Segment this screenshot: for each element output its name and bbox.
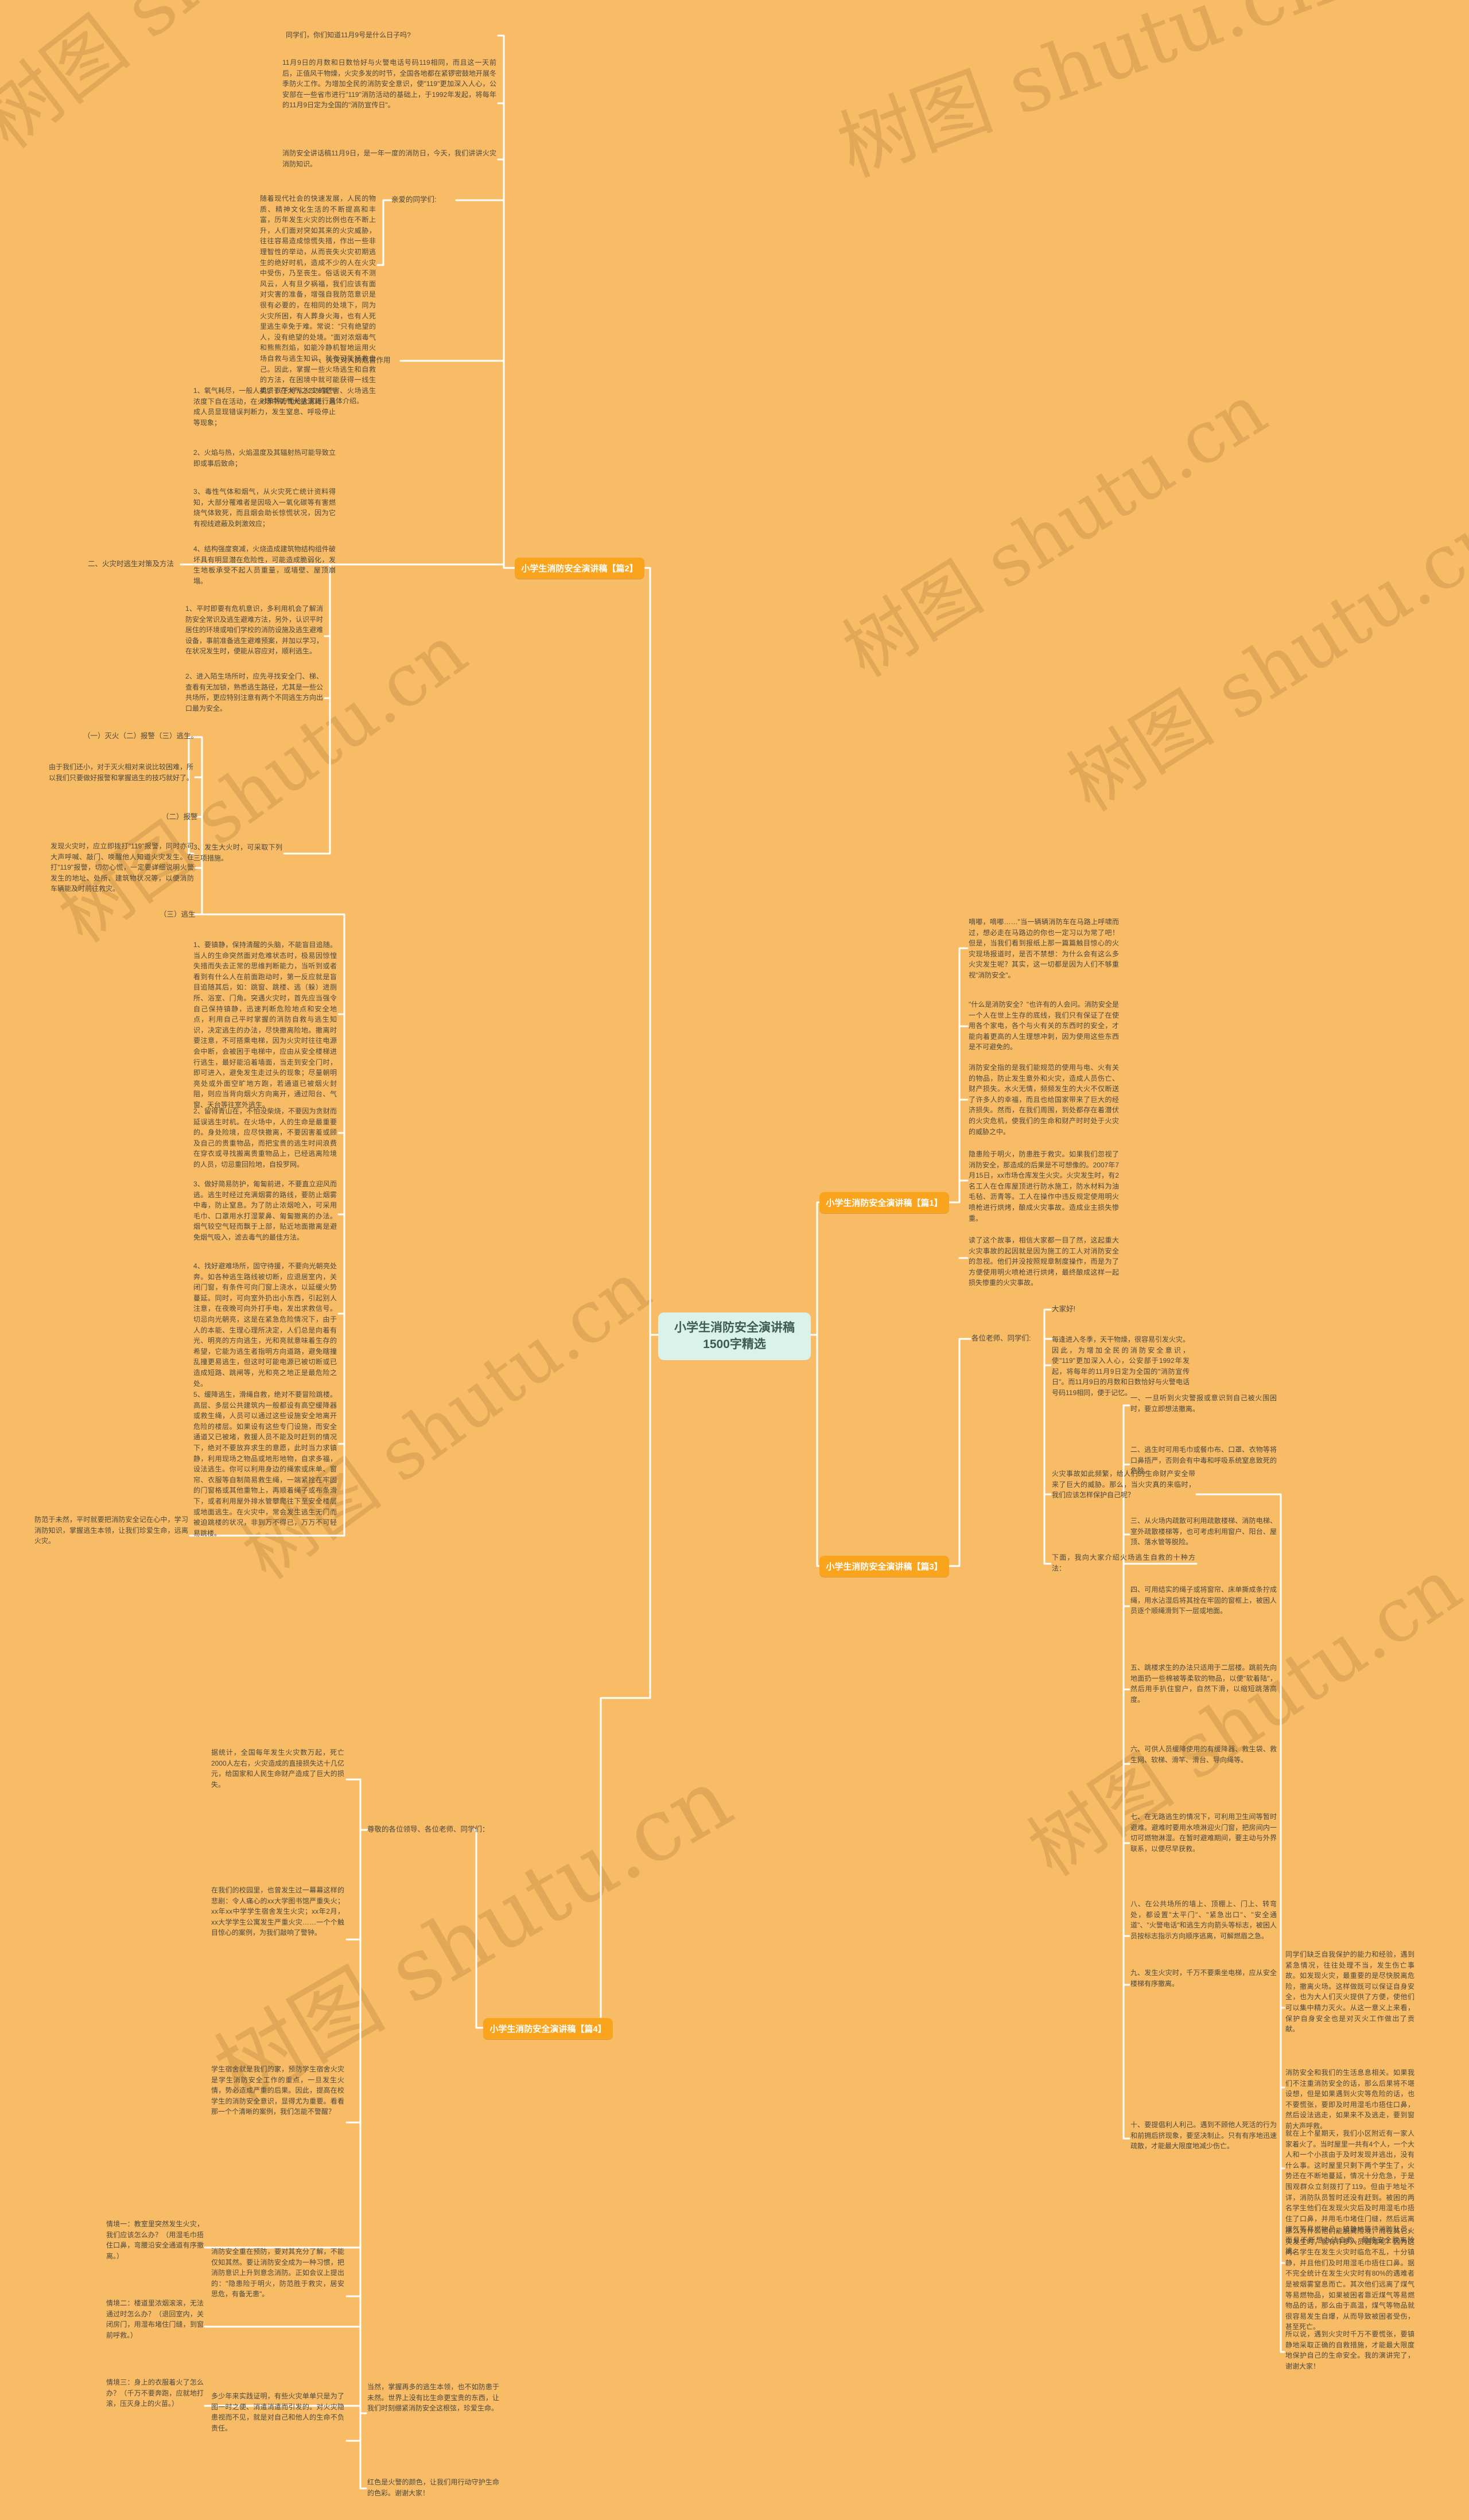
connector-line [345, 1778, 368, 1831]
connector-line [600, 1334, 651, 2018]
branch-topic-1[interactable]: 小学生消防安全演讲稿【篇1】 [819, 1192, 949, 1213]
p3-tip-4[interactable]: 四、可用结实的绳子或将窗帘、床单撕成条拧成绳，用水沾湿后将其拴在牢固的窗框上，被… [1130, 1586, 1277, 1615]
p2-question[interactable]: 同学们，你们知道11月9号是什么日子吗? [286, 31, 411, 39]
p2-escape-2[interactable]: 2、留得青山在，不怕没柴烧，不要因为贪财而延误逃生时机。在火场中，人的生命是最重… [193, 1107, 337, 1169]
p4-campus[interactable]: 在我们的校园里，也曾发生过一幕幕这样的悲剧：令人痛心的xx大学图书馆严重失火；x… [211, 1886, 344, 1937]
connector-line [1280, 2007, 1285, 2353]
p2-young[interactable]: 由于我们还小，对于灭火相对来说比较困难，所以我们只要做好报警和掌握逃生的技巧就好… [49, 763, 194, 782]
p2-lecture[interactable]: 消防安全讲话稿11月9日，是一年一度的消防日，今天，我们讲讲火灾消防知识。 [282, 149, 496, 168]
branch-topic-2[interactable]: 小学生消防安全演讲稿【篇2】 [515, 558, 644, 579]
p1-para5[interactable]: 读了这个故事，相信大家都一目了然，这起重大火灾事故的起因就是因为施工的工人对消防… [969, 1236, 1119, 1287]
p3-bridge2[interactable]: 下面，我向大家介绍火场逃生自救的十种方法： [1052, 1553, 1195, 1572]
p1-para3[interactable]: 消防安全指的是我们能规范的使用与电、火有关的物品，防止发生意外和火灾，造成人员伤… [969, 1064, 1119, 1136]
p3-self-1[interactable]: 同学们缺乏自我保护的能力和经验，遇到紧急情况，往往处理不当，发生伤亡事故。如发现… [1285, 1950, 1414, 2034]
p3-tip-8[interactable]: 八、在公共场所的墙上、顶棚上、门上、转弯处，都设置"太平门"、"紧急出口"、"安… [1130, 1900, 1277, 1940]
connector-line [188, 736, 195, 855]
p3-tip-5[interactable]: 五、跳楼求生的办法只适用于二层楼。跳前先向地面扔一些棉被等柔软的物品，以便"软着… [1130, 1664, 1277, 1704]
p1-para1[interactable]: 嘀嘟，嘀嘟……"当一辆辆消防车在马路上呼啸而过，想必走在马路边的你也一定习以为常… [969, 918, 1119, 979]
p2-h2-item3[interactable]: 3、发生大火时，可采取下列三项措施。 [193, 843, 282, 862]
connector-line [1195, 1493, 1285, 2009]
connector-line [180, 563, 331, 855]
p4-scene-1[interactable]: 情境一：教室里突然发生火灾，我们应该怎么办？（用湿毛巾捂住口鼻，弯腰沿安全通道有… [106, 2220, 204, 2260]
p2-escape-4[interactable]: 4、找好避难场所，固守待援，不要向光朝亮处奔。如各种逃生路线被切断，应退居室内，… [193, 1262, 337, 1388]
connector-line [193, 913, 345, 1537]
p2-h2-item2[interactable]: 2、进入陌生场所时，应先寻找安全门、梯、查看有无加锁，熟悉逃生路径，尤其是一些公… [185, 672, 324, 712]
p2-h1[interactable]: 一、火灾对人的危害作用 [312, 356, 391, 364]
p2-h1-item4[interactable]: 4、结构强度衰减，火烧造成建筑物结构组件破坏具有明显潜在危险性，可能造成脆弱化，… [193, 545, 336, 585]
p2-three-measures[interactable]: （一）灭火（二）报警（三）逃生。 [83, 732, 199, 740]
p3-greeting[interactable]: 各位老师、同学们: [971, 1334, 1031, 1342]
p4-scene-2[interactable]: 情境二：楼道里浓烟滚滚，无法通过时怎么办？（退回室内，关闭房门，用湿布堵住门缝，… [106, 2299, 204, 2339]
central-topic[interactable]: 小学生消防安全演讲稿1500字精选 [658, 1312, 811, 1360]
connector-line [644, 567, 659, 1336]
p3-self-5[interactable]: 所以说，遇到火灾时千万不要慌张，要镇静地采取正确的自救措施，才能最大限度地保护自… [1285, 2330, 1414, 2370]
p2-h1-item2[interactable]: 2、火焰与热，火焰温度及其辐射热可能导致立即或事后致命； [193, 449, 336, 468]
p2-119-intro[interactable]: 11月9日的月数和日数恰好与火警电话号码119相同，而且这一天前后，正值风干物燥… [282, 59, 496, 110]
p3-bridge1[interactable]: 火灾事故如此频繁，给人们的生命财产安全带来了巨大的威胁。那么，当火灾真的来临时，… [1052, 1470, 1195, 1499]
p2-h1-item3[interactable]: 3、毒性气体和烟气，从火灾死亡统计资料得知，大部分罹难者是因吸入一氧化碳等有害燃… [193, 488, 336, 528]
p3-tip-6[interactable]: 六、可供人员缓降使用的有缓降器、救生袋、救生网、软梯、滑竿、滑台、导向绳等。 [1130, 1745, 1277, 1764]
p4-ending-1[interactable]: 当然，掌握再多的逃生本领，也不如防患于未然。世界上没有比生命更宝贵的东西，让我们… [367, 2383, 499, 2413]
p2-h1-item1[interactable]: 1、氧气耗尽，一般人类惯于在大气之21%氧气浓度下自在活动，在火场中氧气大量消耗… [193, 387, 336, 427]
p2-closing[interactable]: 防范于未然，平时就要把消防安全记在心中，学习消防知识，掌握逃生本领，让我们珍爱生… [34, 1516, 188, 1545]
p3-hello[interactable]: 大家好! [1052, 1305, 1075, 1313]
p2-h2[interactable]: 二、火灾时逃生对策及方法 [88, 560, 174, 568]
p2-escape-3[interactable]: 3、做好简易防护，匍匐前进，不要直立迎风而逃。逃生时经过充满烟雾的路线，要防止烟… [193, 1180, 337, 1241]
connector-line [376, 199, 392, 266]
p1-para2[interactable]: "什么是消防安全？"也许有的人会问。消防安全是一个人在世上生存的底线，我们只有保… [969, 1000, 1119, 1051]
connector-line [497, 34, 516, 569]
p2-escape-1[interactable]: 1、要镇静，保持清醒的头脑，不能盲目追随。当人的生命突然面对危难状态时，极易因惊… [193, 941, 337, 1109]
p1-para4[interactable]: 隐患险于明火，防患胜于救灾。如果我们忽视了消防安全，那造成的后果是不可想像的。2… [969, 1150, 1119, 1222]
p3-tip-1[interactable]: 一、一旦听到火灾警报或意识到自己被火围困时，要立即想法撤离。 [1130, 1394, 1277, 1413]
p4-ending-2[interactable]: 红色是火警的颜色，让我们用行动守护生命的色彩。谢谢大家！ [367, 2478, 499, 2497]
p3-tip-7[interactable]: 七、在无路逃生的情况下，可利用卫生间等暂时避难。避难时要用水喷淋迎火门窗，把房间… [1130, 1813, 1277, 1853]
p4-greeting[interactable]: 尊敬的各位领导、各位老师、同学们： [367, 1825, 489, 1833]
p2-h2-item1[interactable]: 1、平时即要有危机意识，多利用机会了解消防安全常识及逃生避难方法，另外，认识平时… [185, 605, 324, 656]
p2-opening[interactable]: 随着现代社会的快速发展，人民的物质、精神文化生活的不断提高和丰富，历年发生火灾的… [260, 194, 376, 406]
p3-self-3[interactable]: 就在上个星期天，我们小区附近有一家人家着火了。当时屋里一共有4个人，一个大人和一… [1285, 2129, 1414, 2255]
branch-topic-3[interactable]: 小学生消防安全演讲稿【篇3】 [819, 1556, 949, 1577]
p2-alarm-para[interactable]: 发现火灾时，应立即拨打"119"报警，同时亦可大声呼喊、敲门、唤醒他人知道火灾发… [50, 842, 194, 893]
p4-dorm[interactable]: 学生宿舍就是我们的家，预防学生宿舍火灾是学生消防安全工作的重点，一旦发生火情，势… [211, 2065, 344, 2116]
p4-lesson[interactable]: 多少年来实践证明，有些火灾单单只是为了图一时之便、消遣消遣而引发的。对火灾隐患视… [211, 2392, 344, 2432]
connector-line [1043, 1338, 1052, 1565]
connector-line [948, 1338, 971, 1567]
p2-greeting[interactable]: 亲爱的同学们: [391, 196, 437, 204]
connector-line [948, 947, 969, 1203]
p2-alarm-label[interactable]: （二）报警 [162, 813, 198, 821]
connector-line [810, 1201, 821, 1336]
p4-scene-3[interactable]: 情境三：身上的衣服着火了怎么办？（千万不要奔跑，应就地打滚，压灭身上的火苗。） [106, 2378, 204, 2408]
branch-topic-4[interactable]: 小学生消防安全演讲稿【篇4】 [483, 2018, 613, 2039]
connector-line [816, 1334, 821, 1567]
connector-line [191, 736, 203, 916]
connector-line [1043, 1308, 1054, 1340]
p3-winter[interactable]: 每逢进入冬季，天干物燥，很容易引发火灾。因此，为增加全民的消防安全意识，使"11… [1052, 1335, 1190, 1397]
p3-self-4[interactable]: 那么为什么他们能脱离险境，而在其它火灾发生时，就有许多人员遇难呢？因为这两名学生… [1285, 2227, 1414, 2331]
p3-tip-3[interactable]: 三、从火场内疏散可利用疏散楼梯、消防电梯、室外疏散楼梯等，也可考虑利用窗户、阳台… [1130, 1517, 1277, 1547]
p3-tip-10[interactable]: 十、要提倡利人利己。遇到不顾他人死活的行为和前拥后挤现象，要坚决制止。只有有序地… [1130, 2121, 1277, 2151]
p2-escape-label[interactable]: （三）逃生 [160, 910, 196, 918]
connector-line [1122, 1404, 1130, 2140]
p4-habit[interactable]: 消防安全重在预防，要对其充分了解，不能仅知其然。要让消防安全成为一种习惯，把消防… [211, 2248, 344, 2299]
p3-self-2[interactable]: 消防安全和我们的生活息息相关。如果我们不注重消防安全的话，那么后果将不堪设想，但… [1285, 2069, 1414, 2130]
connector-line [471, 1829, 484, 2029]
p3-tip-9[interactable]: 九、发生火灾时，千万不要乘坐电梯，应从安全楼梯有序撤离。 [1130, 1969, 1277, 1988]
p3-tip-2[interactable]: 二、逃生时可用毛巾或餐巾布、口罩、衣物等将口鼻捂严，否则会有中毒和呼吸系统窒息致… [1130, 1446, 1277, 1475]
p2-escape-5[interactable]: 5、缓降逃生，滑绳自救，绝对不要冒险跳楼。高层、多层公共建筑内一般都设有高空缓降… [193, 1391, 337, 1537]
p4-stat[interactable]: 据统计，全国每年发生火灾数万起，死亡2000人左右，火灾造成的直接损失达十几亿元… [211, 1748, 344, 1789]
